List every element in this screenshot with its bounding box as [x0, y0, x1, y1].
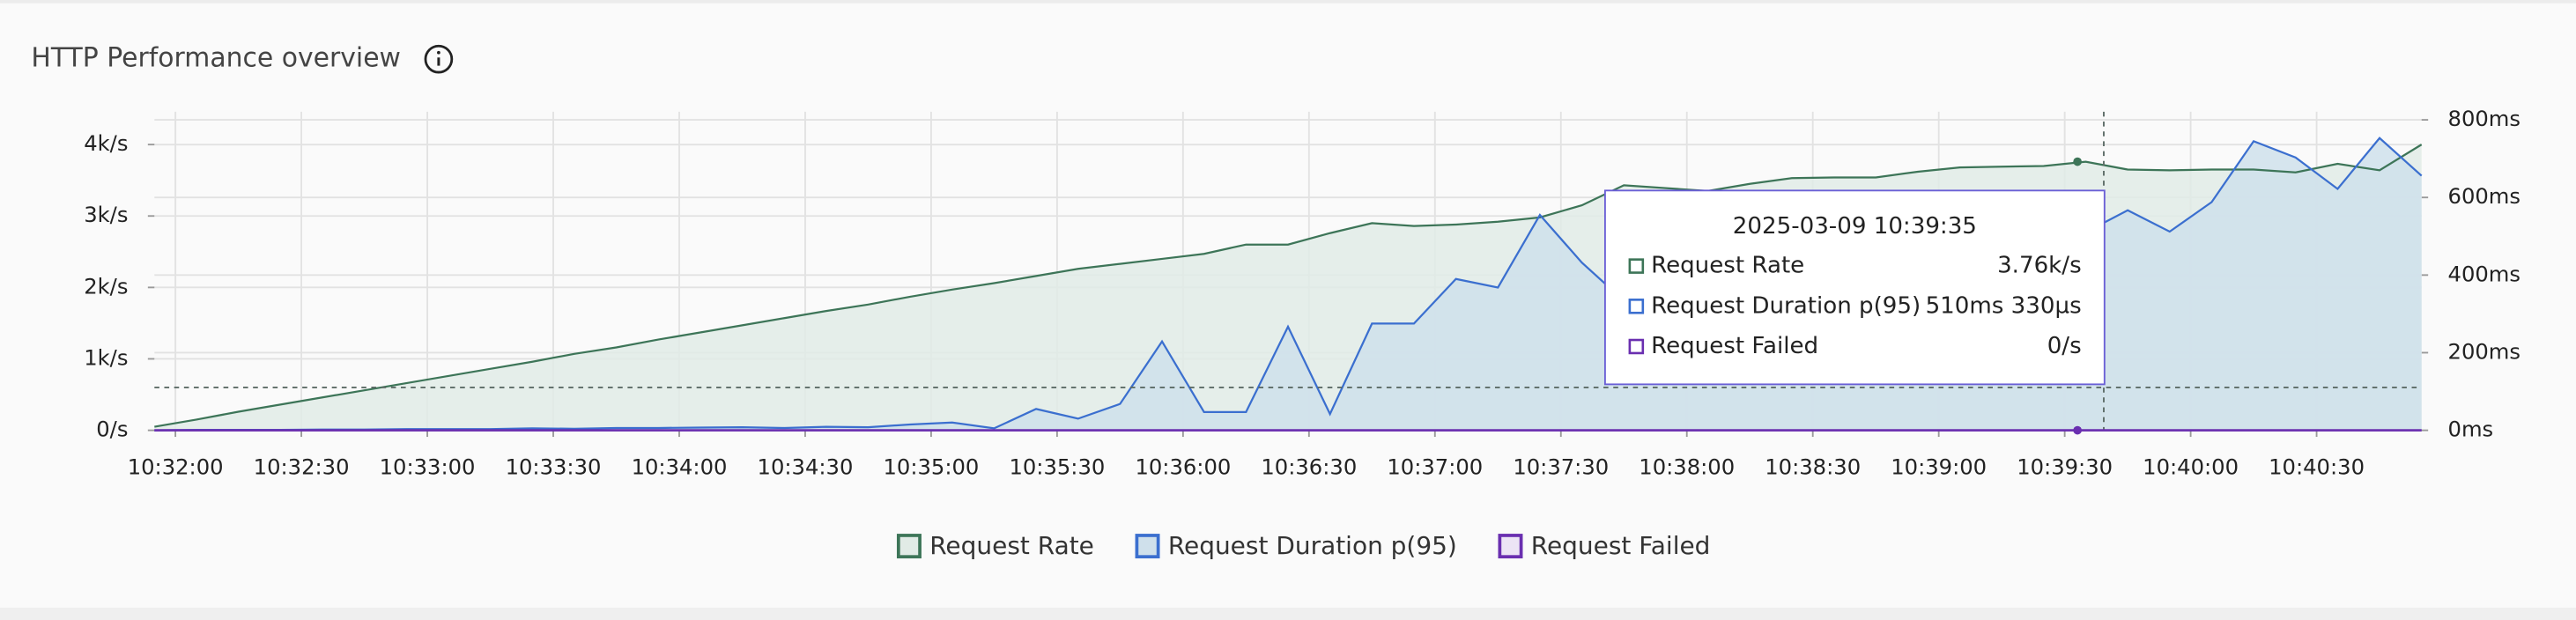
- legend-item[interactable]: Request Failed: [1498, 531, 1711, 560]
- tooltip-value: 3.76k/s: [1997, 253, 2082, 279]
- y2-tick-label: 600ms: [2448, 183, 2521, 209]
- x-tick-label: 10:35:00: [884, 454, 980, 479]
- x-tick-label: 10:34:30: [758, 454, 854, 479]
- x-tick-label: 10:34:00: [632, 454, 728, 479]
- tooltip-box: [1603, 189, 2106, 386]
- x-tick-label: 10:36:30: [1261, 454, 1357, 479]
- x-tick-label: 10:35:30: [1009, 454, 1105, 479]
- tooltip-swatch: [1628, 258, 1645, 274]
- y2-tick-label: 400ms: [2448, 261, 2521, 286]
- x-tick-label: 10:36:00: [1135, 454, 1231, 479]
- y-tick-label: 0/s: [96, 417, 128, 442]
- y2-tick-label: 800ms: [2448, 106, 2521, 131]
- tooltip-value: 0/s: [2047, 333, 2082, 359]
- x-tick-label: 10:32:30: [254, 454, 350, 479]
- x-tick-label: 10:38:00: [1639, 454, 1735, 479]
- legend-swatch: [896, 534, 922, 559]
- x-tick-label: 10:37:00: [1387, 454, 1483, 479]
- x-tick-label: 10:32:00: [128, 454, 224, 479]
- y-tick-label: 2k/s: [84, 273, 128, 299]
- y2-tick-label: 0ms: [2448, 417, 2494, 442]
- y2-tick-label: 200ms: [2448, 338, 2521, 364]
- legend: Request Rate Request Duration p(95) Reques…: [896, 531, 1711, 560]
- x-tick-label: 10:33:00: [380, 454, 476, 479]
- y-tick-label: 4k/s: [84, 130, 128, 156]
- info-icon[interactable]: [424, 44, 454, 74]
- legend-label: Request Failed: [1531, 531, 1711, 560]
- tooltip-name: Request Duration p(95): [1651, 292, 1921, 319]
- x-tick-label: 10:40:30: [2269, 454, 2365, 479]
- panel-border: [0, 0, 2576, 4]
- legend-item[interactable]: Request Duration p(95): [1135, 531, 1457, 560]
- tooltip-name: Request Rate: [1651, 253, 1804, 279]
- legend-swatch: [1498, 534, 1523, 559]
- y-tick-label: 1k/s: [84, 344, 128, 370]
- x-tick-label: 10:40:00: [2143, 454, 2239, 479]
- tooltip-title: 2025-03-09 10:39:35: [1733, 213, 1977, 240]
- legend-label: Request Duration p(95): [1168, 531, 1457, 560]
- hover-dot: [2073, 157, 2082, 166]
- chart-title: HTTP Performance overview: [31, 43, 401, 74]
- x-tick-label: 10:39:30: [2017, 454, 2113, 479]
- legend-item[interactable]: Request Rate: [896, 531, 1094, 560]
- tooltip-swatch: [1628, 338, 1645, 355]
- legend-label: Request Rate: [929, 531, 1094, 560]
- legend-swatch: [1135, 534, 1160, 559]
- tooltip-name: Request Failed: [1651, 333, 1818, 359]
- series-line: [154, 144, 2423, 428]
- x-tick-label: 10:38:30: [1765, 454, 1861, 479]
- tooltip-value: 510ms 330µs: [1926, 292, 2082, 319]
- y-tick-label: 3k/s: [84, 202, 128, 227]
- x-tick-label: 10:37:30: [1513, 454, 1609, 479]
- tooltip: 2025-03-09 10:39:35 Request Rate 3.76k/s Re…: [1603, 189, 2106, 386]
- x-tick-label: 10:39:00: [1891, 454, 1987, 479]
- x-tick-label: 10:33:30: [506, 454, 602, 479]
- tooltip-swatch: [1628, 299, 1645, 314]
